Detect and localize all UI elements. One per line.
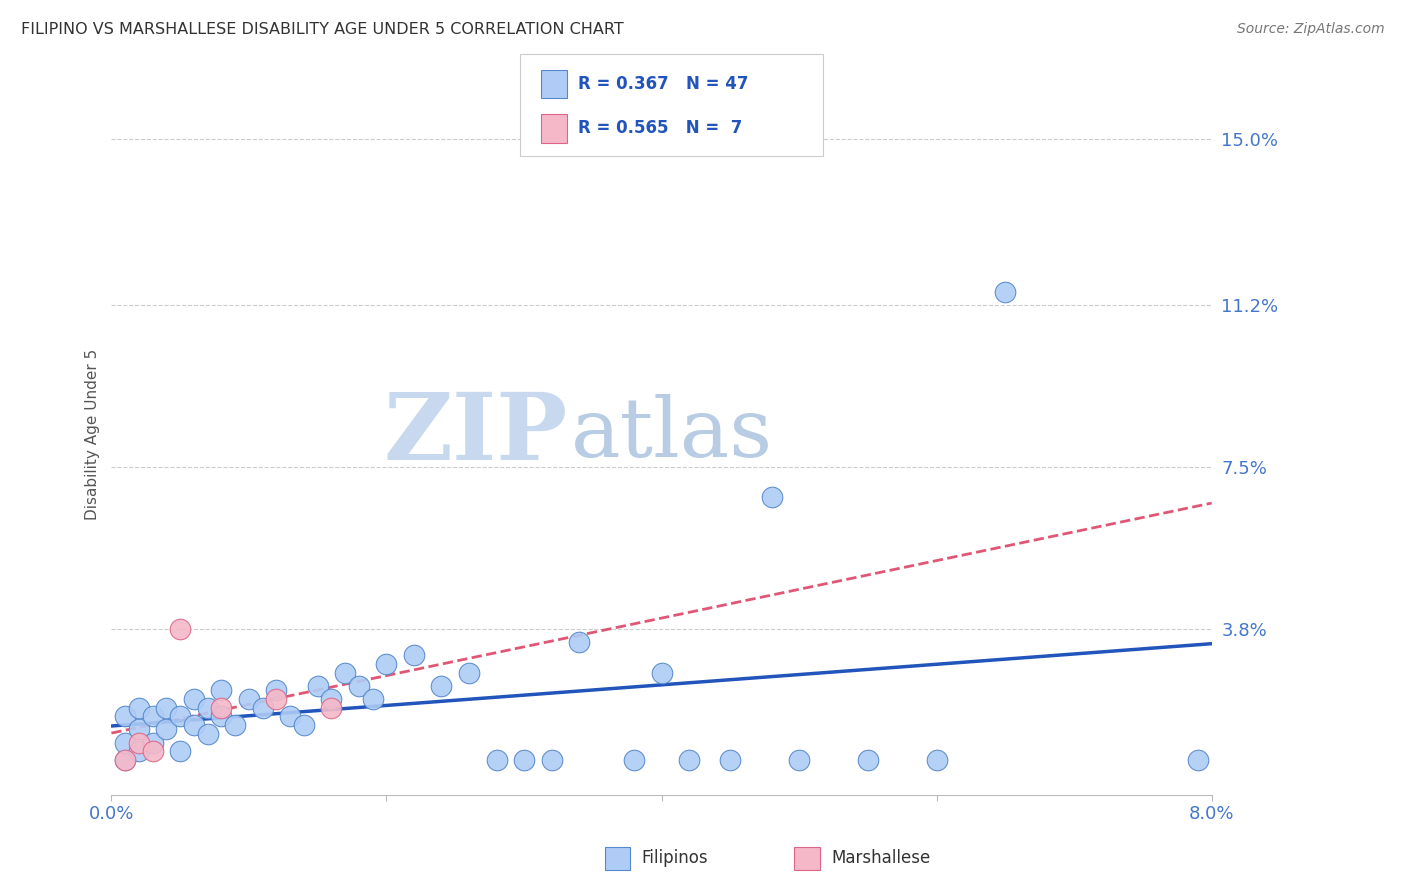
Text: R = 0.565   N =  7: R = 0.565 N = 7 [578,120,742,137]
Point [128,735,150,749]
Text: R = 0.367   N = 47: R = 0.367 N = 47 [578,75,748,93]
Point [142,744,165,758]
Text: Marshallese: Marshallese [831,849,931,867]
Point [718,753,741,767]
Point [169,622,191,636]
Point [307,679,329,693]
Text: Source: ZipAtlas.com: Source: ZipAtlas.com [1237,22,1385,37]
Point [651,665,673,680]
Point [238,691,260,706]
Point [114,753,136,767]
Text: FILIPINO VS MARSHALLESE DISABILITY AGE UNDER 5 CORRELATION CHART: FILIPINO VS MARSHALLESE DISABILITY AGE U… [21,22,624,37]
Point [209,683,232,698]
Point [209,709,232,723]
Point [335,665,357,680]
Point [787,753,810,767]
Point [142,709,165,723]
Point [128,700,150,714]
Point [485,753,508,767]
Point [114,709,136,723]
Point [183,691,205,706]
Point [321,691,343,706]
Point [623,753,645,767]
Point [430,679,453,693]
Point [197,727,219,741]
Y-axis label: Disability Age Under 5: Disability Age Under 5 [86,349,100,520]
Point [155,723,177,737]
Point [114,753,136,767]
Point [856,753,879,767]
Point [183,718,205,732]
Point [361,691,384,706]
Point [197,700,219,714]
Point [266,691,288,706]
Point [114,735,136,749]
Point [347,679,370,693]
Point [169,709,191,723]
Point [252,700,274,714]
Text: ZIP: ZIP [384,389,568,479]
Point [266,683,288,698]
Point [678,753,700,767]
Point [278,709,301,723]
Point [209,700,232,714]
Point [540,753,562,767]
Point [994,285,1017,299]
Point [224,718,246,732]
Text: atlas: atlas [571,394,773,474]
Text: Filipinos: Filipinos [641,849,707,867]
Point [128,744,150,758]
Point [128,723,150,737]
Point [458,665,481,680]
Point [142,735,165,749]
Point [513,753,536,767]
Point [1187,753,1209,767]
Point [568,635,591,649]
Point [169,744,191,758]
Point [321,700,343,714]
Point [375,657,398,671]
Point [402,648,425,662]
Point [925,753,948,767]
Point [761,491,783,505]
Point [155,700,177,714]
Point [292,718,315,732]
